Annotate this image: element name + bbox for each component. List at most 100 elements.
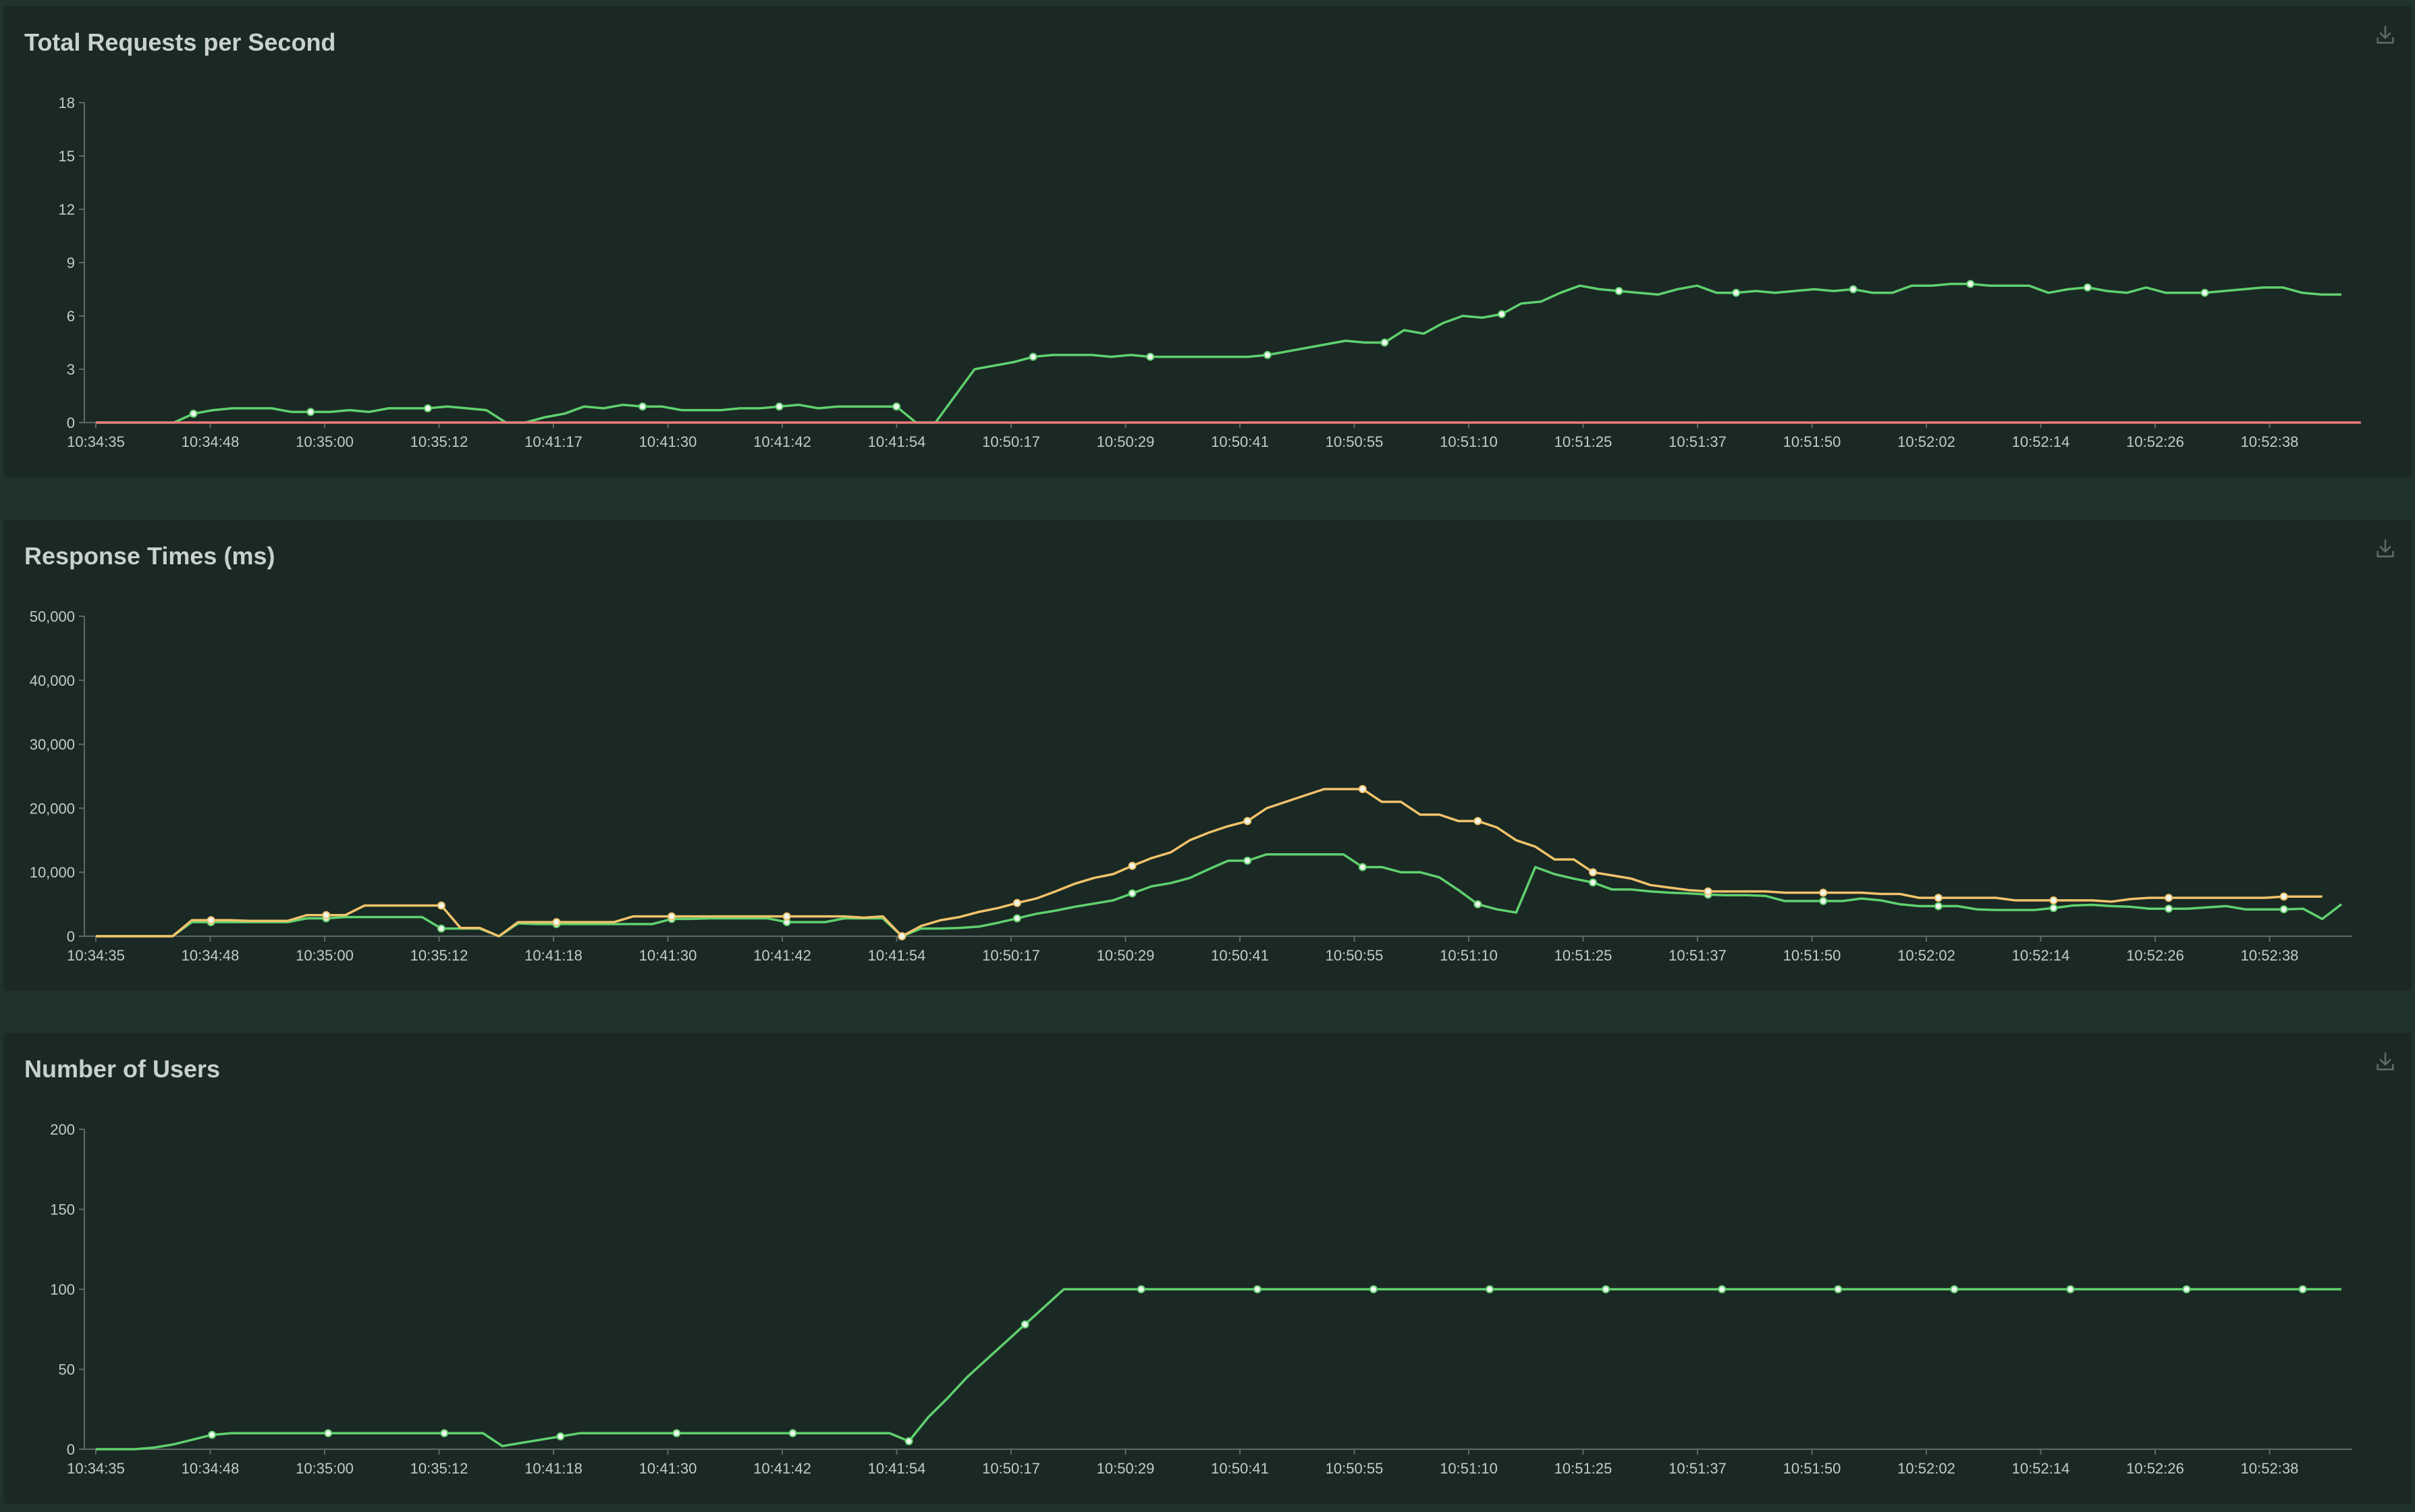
data-point-marker[interactable] [1934,902,1943,911]
data-point-marker[interactable] [2049,896,2058,905]
data-point-marker[interactable] [1718,1285,1727,1293]
data-point-marker[interactable] [1589,868,1597,877]
data-point-marker[interactable] [639,402,647,411]
x-tick-label: 10:52:02 [1897,947,1955,964]
data-point-marker[interactable] [2200,288,2209,297]
x-tick-label: 10:34:48 [182,1460,240,1477]
data-point-marker[interactable] [1021,1320,1029,1329]
response-times-chart-svg: 0 10,000 20,000 30,000 40,000 50,000 10:34:35 1… [30,608,2352,964]
data-point-marker[interactable] [1029,352,1037,361]
data-point-marker[interactable] [2279,892,2288,901]
download-icon[interactable] [2374,24,2397,47]
data-point-marker[interactable] [1128,861,1137,870]
data-point-marker[interactable] [207,916,215,925]
data-point-marker[interactable] [1128,889,1137,898]
data-point-marker[interactable] [324,1429,333,1438]
data-point-marker[interactable] [1486,1285,1494,1293]
x-tick-label: 10:34:35 [67,433,125,450]
x-tick-label: 10:51:25 [1554,433,1612,450]
data-point-marker[interactable] [892,402,901,411]
data-point-marker[interactable] [208,1430,217,1439]
data-point-marker[interactable] [2165,905,2173,913]
data-point-marker[interactable] [552,918,561,927]
data-point-marker[interactable] [2083,283,2092,292]
data-point-marker[interactable] [1614,287,1623,296]
data-point-marker[interactable] [189,409,198,418]
data-point-marker[interactable] [1473,900,1482,909]
data-point-marker[interactable] [2298,1285,2307,1293]
data-point-marker[interactable] [1497,310,1506,319]
data-point-marker[interactable] [2165,894,2173,902]
x-tick-label: 10:52:26 [2126,433,2184,450]
x-tick-label: 10:50:41 [1211,433,1269,450]
x-tick-label: 10:51:37 [1668,433,1727,450]
y-tick-label: 100 [50,1281,75,1298]
data-point-marker[interactable] [1589,878,1597,887]
data-point-marker[interactable] [306,408,315,416]
y-tick-label: 50 [59,1361,75,1378]
x-tick-label: 10:50:29 [1097,1460,1155,1477]
data-point-marker[interactable] [1012,914,1021,923]
x-tick-label: 10:52:38 [2241,947,2299,964]
data-point-marker[interactable] [1358,784,1367,793]
data-point-marker[interactable] [423,404,432,412]
data-point-marker[interactable] [322,911,331,919]
x-tick-label: 10:51:25 [1554,1460,1612,1477]
data-point-marker[interactable] [437,924,445,933]
data-point-marker[interactable] [1369,1285,1378,1293]
data-point-marker[interactable] [1950,1285,1959,1293]
x-tick-label: 10:41:54 [868,947,926,964]
y-tick-label: 200 [50,1121,75,1138]
x-tick-label: 10:52:14 [2012,947,2070,964]
y-tick-label: 0 [67,1441,75,1458]
data-point-marker[interactable] [1819,896,1828,905]
data-point-marker[interactable] [1473,817,1482,826]
data-point-marker[interactable] [1243,857,1252,865]
data-point-marker[interactable] [1819,888,1828,897]
data-point-marker[interactable] [2182,1285,2191,1293]
data-point-marker[interactable] [1849,285,1857,294]
data-point-marker[interactable] [2066,1285,2075,1293]
data-point-marker[interactable] [1358,863,1367,871]
x-tick-label: 10:51:10 [1440,1460,1498,1477]
data-point-marker[interactable] [1732,288,1741,297]
data-point-marker[interactable] [437,901,445,910]
data-point-marker[interactable] [1263,350,1272,359]
data-point-marker[interactable] [2049,904,2058,913]
data-point-marker[interactable] [1834,1285,1843,1293]
y-tick-label: 12 [59,201,75,218]
data-point-marker[interactable] [556,1432,565,1441]
y-tick-label: 30,000 [30,736,75,753]
data-point-marker[interactable] [2279,905,2288,914]
download-icon[interactable] [2374,1050,2397,1073]
data-point-marker[interactable] [1146,352,1155,361]
data-point-marker[interactable] [898,932,906,940]
x-tick-label: 10:51:37 [1668,1460,1727,1477]
download-icon[interactable] [2374,537,2397,560]
data-point-marker[interactable] [672,1429,681,1438]
data-point-marker[interactable] [782,912,791,921]
x-tick-label: 10:50:29 [1097,947,1155,964]
data-point-marker[interactable] [1966,279,1975,288]
data-point-marker[interactable] [1243,817,1252,826]
data-point-marker[interactable] [440,1429,449,1438]
data-point-marker[interactable] [904,1437,913,1446]
x-tick-label: 10:51:50 [1783,947,1841,964]
x-tick-label: 10:51:10 [1440,433,1498,450]
x-tick-label: 10:51:37 [1668,947,1727,964]
data-point-marker[interactable] [1137,1285,1145,1293]
data-point-marker[interactable] [1012,898,1021,907]
data-point-marker[interactable] [1704,887,1712,896]
x-tick-label: 10:41:18 [524,947,582,964]
data-point-marker[interactable] [1380,338,1389,347]
y-tick-label: 0 [67,928,75,945]
data-point-marker[interactable] [788,1429,797,1438]
data-point-marker[interactable] [775,402,784,411]
data-point-marker[interactable] [668,912,676,921]
data-point-marker[interactable] [1602,1285,1610,1293]
x-tick-label: 10:41:42 [753,433,811,450]
data-point-marker[interactable] [1253,1285,1261,1293]
data-point-marker[interactable] [1934,894,1943,902]
y-tick-label: 20,000 [30,800,75,817]
y-tick-label: 15 [59,148,75,165]
